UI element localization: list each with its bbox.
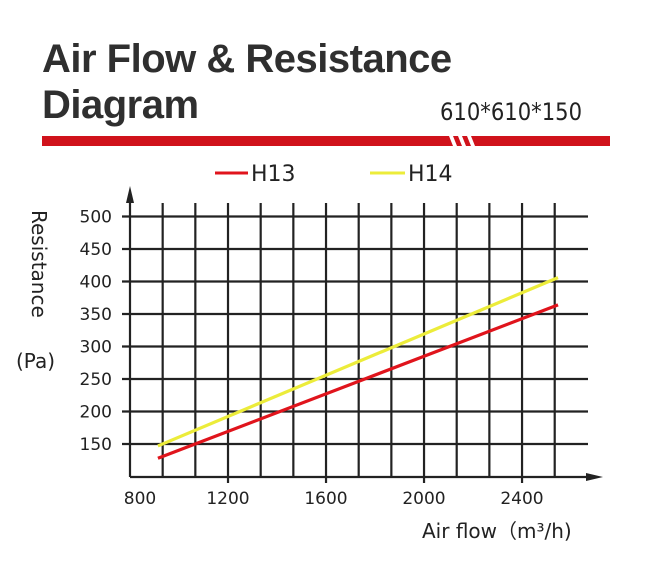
x-tick-labels: 800 1200 1600 2000 2400 — [124, 489, 544, 509]
axes — [126, 186, 603, 481]
grid — [122, 203, 588, 483]
y-tick-label: 350 — [80, 305, 112, 325]
series-lines — [157, 276, 559, 460]
series-line-h13 — [157, 303, 559, 460]
x-tick-label: 2000 — [402, 489, 445, 509]
y-axis-label: Resistance — [27, 210, 51, 318]
x-axis-arrow-icon — [586, 473, 603, 481]
x-tick-label: 1600 — [304, 489, 347, 509]
y-tick-label: 300 — [80, 338, 112, 358]
y-tick-label: 400 — [80, 273, 112, 293]
legend-label-h14: H14 — [408, 162, 453, 187]
y-tick-label: 500 — [80, 208, 112, 228]
x-tick-label: 800 — [124, 489, 156, 509]
chart-title-line2: Diagram — [42, 83, 199, 127]
legend-label-h13: H13 — [251, 162, 296, 187]
x-tick-label: 1200 — [206, 489, 249, 509]
legend-item-h14: H14 — [370, 162, 453, 187]
x-tick-label: 2400 — [500, 489, 543, 509]
legend-item-h13: H13 — [215, 162, 296, 187]
y-axis-unit: (Pa) — [16, 349, 55, 373]
series-line-h14 — [157, 276, 559, 448]
legend: H13 H14 — [215, 162, 453, 187]
y-tick-label: 150 — [80, 435, 112, 455]
y-tick-labels: 500 450 400 350 300 250 200 150 — [80, 208, 112, 456]
y-tick-label: 450 — [80, 240, 112, 260]
header-bar — [42, 136, 610, 146]
x-axis-label: Air flow（m³/h) — [422, 519, 572, 543]
y-axis-arrow-icon — [126, 186, 134, 203]
chart-title: Air Flow & Resistance Diagram — [42, 36, 452, 128]
y-tick-label: 250 — [80, 370, 112, 390]
y-tick-label: 200 — [80, 403, 112, 423]
chart-title-line1: Air Flow & Resistance — [42, 37, 452, 81]
filter-size-label: 610*610*150 — [440, 98, 583, 126]
